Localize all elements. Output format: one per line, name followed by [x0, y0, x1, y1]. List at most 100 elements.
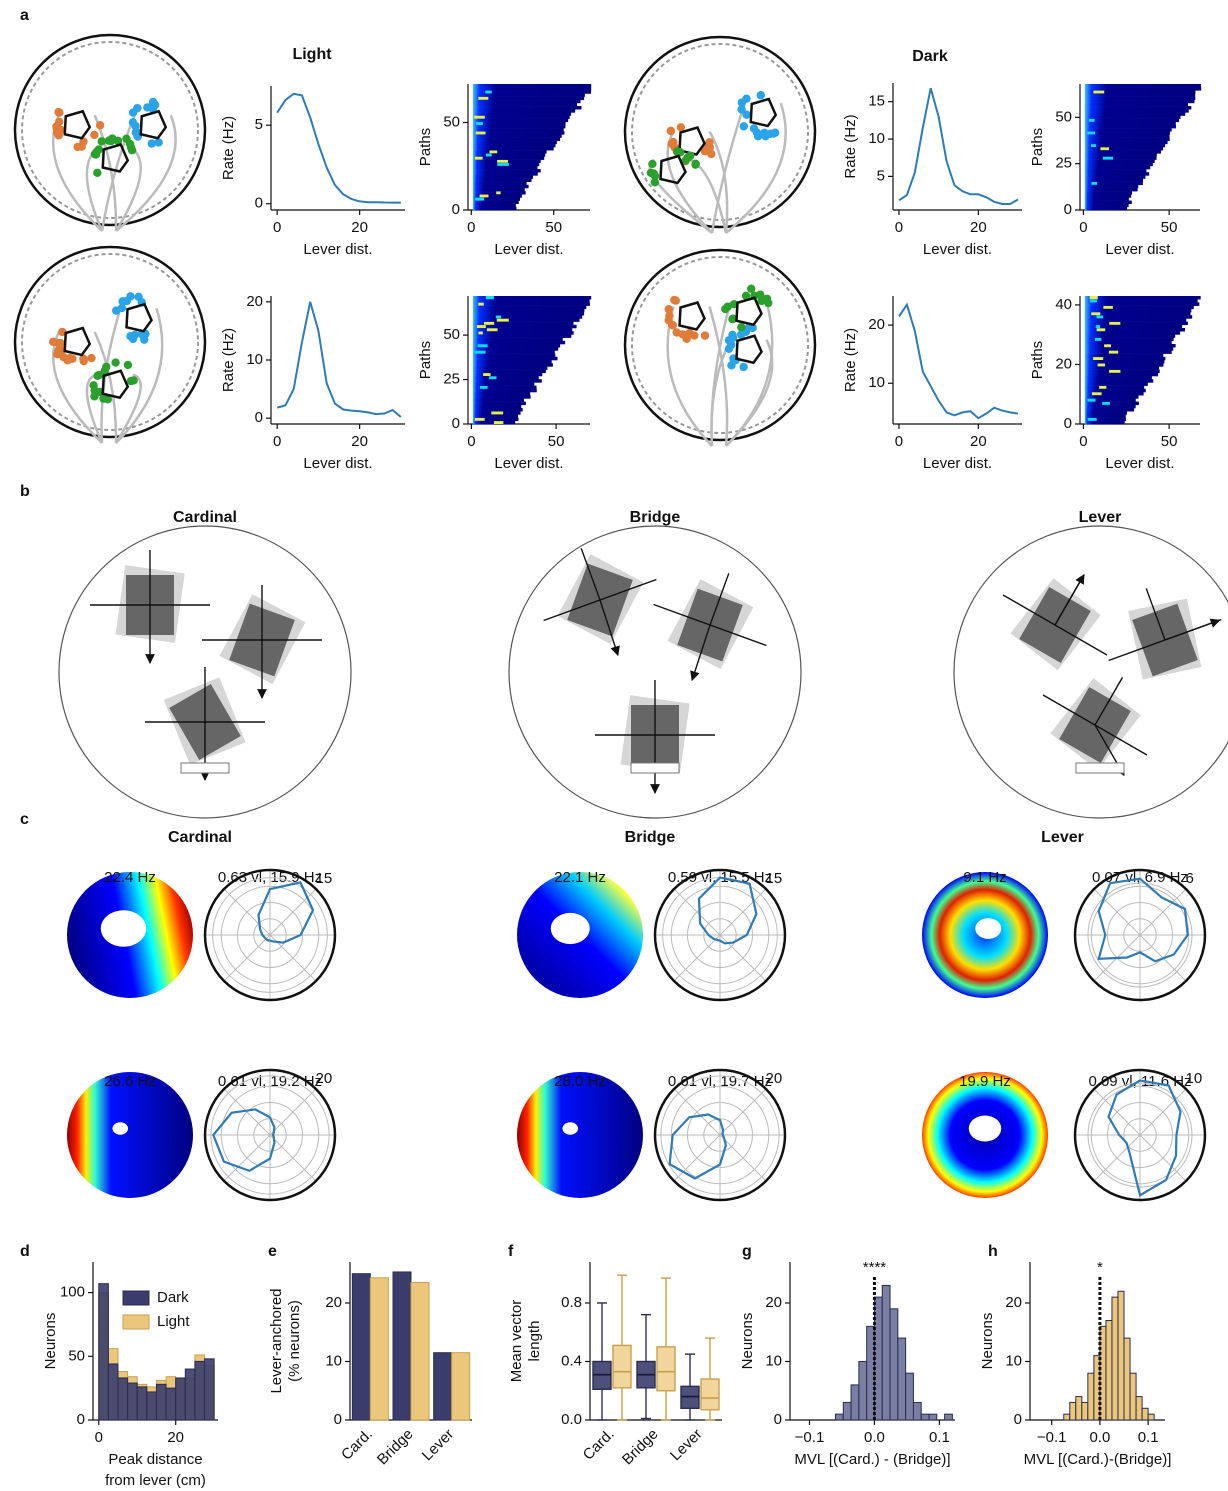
spike-dot — [691, 160, 699, 168]
y-tick-label: 5 — [255, 116, 263, 133]
histogram-bar — [1130, 1373, 1136, 1420]
rate-line — [899, 88, 1018, 204]
heatmap-row — [1085, 312, 1191, 316]
heatmap-row — [1085, 386, 1144, 390]
y-tick-label: 0.8 — [561, 1294, 582, 1311]
heatmap-row — [1085, 306, 1194, 310]
x-tick-label: Lever — [667, 1426, 706, 1465]
heatmap-row — [473, 150, 547, 153]
lever — [103, 371, 128, 398]
heatmap-hot — [1091, 312, 1100, 315]
y-tick-label: 5 — [877, 167, 885, 184]
heatmap-hot — [480, 194, 489, 197]
rate-line — [899, 305, 1018, 419]
scale-bar — [1076, 763, 1124, 773]
x-tick-label: 0 — [273, 219, 281, 236]
heatmap-row — [473, 138, 560, 141]
polar-spoke — [1140, 1089, 1186, 1135]
heatmap-row — [473, 398, 524, 402]
y-tick-label: 10 — [765, 1352, 782, 1369]
heatmap-row — [1085, 360, 1165, 364]
x-tick-label: 0.1 — [1138, 1429, 1159, 1446]
lever — [737, 336, 762, 363]
heatmap-row — [1085, 296, 1201, 300]
r-tick-label: 15 — [766, 870, 783, 887]
heatmap-row — [1085, 131, 1170, 134]
heatmap-row — [473, 153, 545, 156]
x-tick-label: Bridge — [619, 1426, 662, 1469]
heatmap-row — [473, 116, 570, 119]
lever — [65, 111, 90, 138]
spike-dot — [753, 129, 761, 137]
x-tick-label: 20 — [351, 219, 368, 236]
heatmap-row — [473, 179, 532, 182]
x-tick-label: 0 — [273, 433, 281, 450]
spike-dot — [55, 108, 63, 116]
spike-dot — [122, 134, 130, 142]
lever — [751, 99, 776, 126]
spike-dot — [98, 137, 106, 145]
heatmap-row — [1085, 318, 1186, 322]
panel-label: e — [268, 1243, 277, 1260]
heatmap-row — [473, 106, 582, 109]
heatmap-hot — [1090, 299, 1097, 302]
histogram-bar — [1136, 1397, 1142, 1420]
x-tick-label: 50 — [1161, 219, 1178, 236]
spike-dot — [690, 331, 698, 339]
x-tick-label: 0.0 — [1089, 1429, 1110, 1446]
y-tick-label: 0 — [774, 1411, 782, 1428]
histogram-bar — [1076, 1397, 1082, 1420]
heatmap-row — [473, 103, 577, 106]
heatmap-hot — [479, 331, 483, 334]
heatmap-row — [1085, 366, 1159, 370]
y-tick-label: 0 — [452, 201, 460, 218]
heatmap-hot — [475, 197, 484, 200]
y-tick-label: 0 — [1064, 415, 1072, 432]
heatmap-hot — [491, 411, 503, 414]
unvisited — [969, 1116, 1002, 1142]
heatmap-row — [473, 100, 581, 103]
spike-dot — [92, 150, 100, 158]
heatmap-hot — [478, 344, 488, 347]
map-peak-label: 19.9 Hz — [959, 1073, 1011, 1090]
unvisited — [975, 918, 1001, 939]
heatmap-hot — [1109, 370, 1120, 373]
heatmap-row — [1085, 141, 1168, 144]
x-tick-label: 50 — [545, 219, 562, 236]
heatmap-row — [473, 315, 582, 319]
x-axis-label: Lever dist. — [303, 241, 372, 258]
y-axis-label: Neurons — [979, 1313, 996, 1370]
heatmap-row — [1085, 347, 1173, 351]
r-tick-label: 10 — [1186, 1070, 1203, 1087]
spike-dot — [764, 299, 772, 307]
polar-spoke — [720, 935, 766, 981]
trajectory — [95, 332, 116, 443]
spike-dot — [128, 146, 136, 154]
heatmap-row — [473, 97, 584, 100]
heatmap-row — [473, 318, 580, 322]
heatmap-row — [1085, 119, 1179, 122]
heatmap-row — [1085, 334, 1175, 338]
heatmap-row — [1085, 373, 1158, 377]
spike-dot — [59, 353, 67, 361]
heatmap-hot — [1089, 119, 1095, 122]
panel-label: h — [988, 1243, 998, 1260]
heatmap-row — [473, 144, 556, 147]
polar-spoke — [224, 1135, 270, 1181]
y-axis-label: (% neurons) — [286, 1300, 303, 1382]
r-tick-label: 15 — [316, 870, 333, 887]
box — [613, 1345, 631, 1387]
x-tick-label: Lever — [419, 1426, 458, 1465]
histogram-bar — [176, 1378, 186, 1420]
spike-dot — [126, 332, 134, 340]
arena-outline — [15, 247, 205, 437]
heatmap-row — [1085, 84, 1201, 87]
y-axis-label: Neurons — [42, 1313, 59, 1370]
heatmap-row — [1085, 150, 1161, 153]
heatmap-row — [1085, 188, 1138, 191]
object — [654, 553, 786, 680]
heatmap-row — [473, 185, 529, 188]
spike-dot — [757, 91, 765, 99]
polar-spoke — [720, 1089, 766, 1135]
heatmap-row — [1085, 147, 1163, 150]
